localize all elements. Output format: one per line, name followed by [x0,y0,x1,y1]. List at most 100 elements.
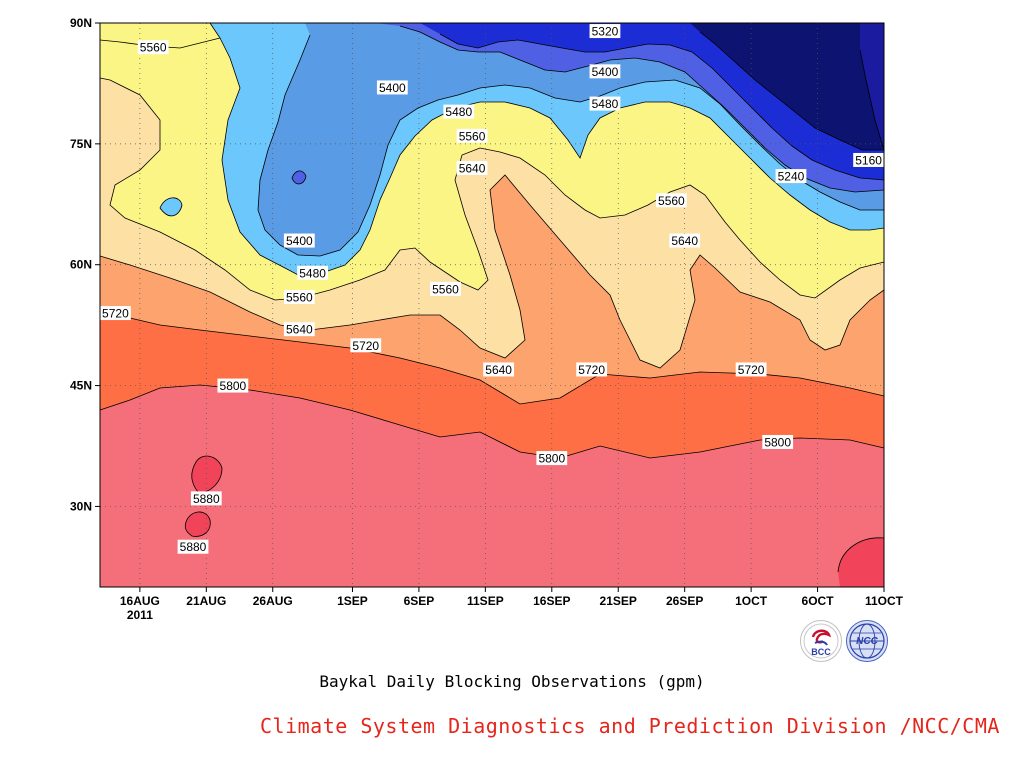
contour-label: 5720 [738,363,765,377]
contour-label-box [177,539,209,554]
contour-label-box [137,40,169,55]
contour-label: 5720 [352,339,379,353]
bcc-logo: BCC [800,620,842,662]
contour-label: 5880 [180,540,207,554]
contour-label: 5880 [193,492,220,506]
contour-5880-southeast [837,537,885,573]
contour-label: 5560 [286,290,313,304]
contour-label: 5160 [855,153,882,167]
band-core-east [860,23,884,150]
contour-label-box [456,128,488,143]
ncc-globe-icon [849,623,885,659]
contour-5880-pocket-2 [184,511,211,537]
contour-label-box [589,96,621,111]
contour-label-box [350,338,382,353]
band-below-5160 [690,23,884,150]
contour-label: 5800 [764,435,791,449]
contour-label-box [283,322,315,337]
contour-label: 5640 [671,234,698,248]
contour-5160-east [859,49,885,151]
contour-label: 5400 [592,65,619,79]
y-tick-label: 30N [70,499,92,513]
contour-5400 [257,34,884,257]
contour-label-box [283,289,315,304]
credit-line: Climate System Diagnostics and Predictio… [260,714,1000,738]
contour-label: 5400 [286,234,313,248]
contour-5320-aug26-pocket [291,170,307,185]
contour-label: 5240 [778,170,805,184]
contour-label: 5640 [286,323,313,337]
contour-label-box [735,362,767,377]
plot-area: 5560 5320 5400 5400 5480 5480 5560 5640 5160 5240… [99,22,885,588]
contour-label-box [430,281,461,296]
contour-label: 5800 [538,452,565,466]
contour-label-box [576,362,608,377]
pocket-5880-south-1 [191,456,222,493]
x-tick-label: 11SEP [467,594,504,608]
x-tick-label: 16SEP [533,594,570,608]
contour-5800 [99,384,885,459]
contour-label: 5720 [102,307,129,321]
contour-label: 5640 [459,162,486,176]
contour-label: 5560 [658,194,685,208]
contour-label-box [376,80,408,95]
contour-label-box [589,64,621,79]
contour-label: 5640 [485,363,512,377]
x-tick-label: 6SEP [404,594,435,608]
contour-labels: 5560 5320 5400 5400 5480 5480 5560 5640 5160 5240… [100,24,884,554]
x-tick-label: 1SEP [337,594,368,608]
x-tick-label: 26AUG [253,594,293,608]
contour-label: 5480 [445,105,472,119]
pocket-5560-northwest [100,23,220,48]
x-tick-label: 1OCT [735,594,768,608]
contour-label: 5560 [459,129,486,143]
y-tick-label: 90N [70,16,92,30]
pocket-5880-southeast [838,537,884,587]
contour-label: 5560 [140,41,167,55]
contour-label-box [483,362,515,377]
contour-label-box [283,233,315,248]
contour-label: 5480 [592,97,619,111]
contour-5480-west-pocket [159,197,183,217]
contour-label: 5480 [299,266,326,280]
pocket-5480-west [160,197,182,216]
contour-label: 5400 [379,81,406,95]
y-tick-label: 45N [70,379,92,393]
contour-5240 [439,33,885,181]
bcc-logo-text: BCC [811,647,831,657]
contour-label: 5560 [432,282,459,296]
contour-label-box [536,451,568,466]
contour-label-box [297,265,329,280]
bcc-emblem-icon [803,623,839,659]
contour-5480 [219,37,885,277]
contour-label: 5320 [592,25,619,39]
ncc-logo: NCC [846,620,888,662]
contour-label-box [669,233,701,248]
x-tick-label: 21SEP [600,594,637,608]
x-tick-label: 16AUG [120,594,160,608]
contour-label-box [100,306,131,321]
y-tick-label: 60N [70,258,92,272]
x-tick-label: 6OCT [802,594,835,608]
x-tick-label: 11OCT [865,594,904,608]
contour-label-box [853,152,884,167]
ncc-logo-text: NCC [856,636,878,647]
axes: 16AUG 21AUG 26AUG 1SEP 6SEP 11SEP 16SEP 21SEP 26… [70,16,904,622]
contour-5560 [99,77,885,301]
x-tick-sublabel: 2011 [127,608,153,622]
contour-label-box [589,24,621,39]
contour-label-box [655,193,687,208]
chart-title: Baykal Daily Blocking Observations (gpm) [319,672,705,691]
pocket-5880-south-2 [185,511,211,537]
contour-label-box [443,104,475,119]
contour-5160 [699,31,884,151]
plot-frame [99,22,885,588]
x-tick-label: 21AUG [186,594,226,608]
x-tick-label: 26SEP [666,594,703,608]
contour-label-box [190,491,222,506]
contour-label: 5720 [578,363,605,377]
contour-5640 [99,174,885,369]
contour-label-box [775,169,807,184]
contour-label-box [456,161,488,176]
